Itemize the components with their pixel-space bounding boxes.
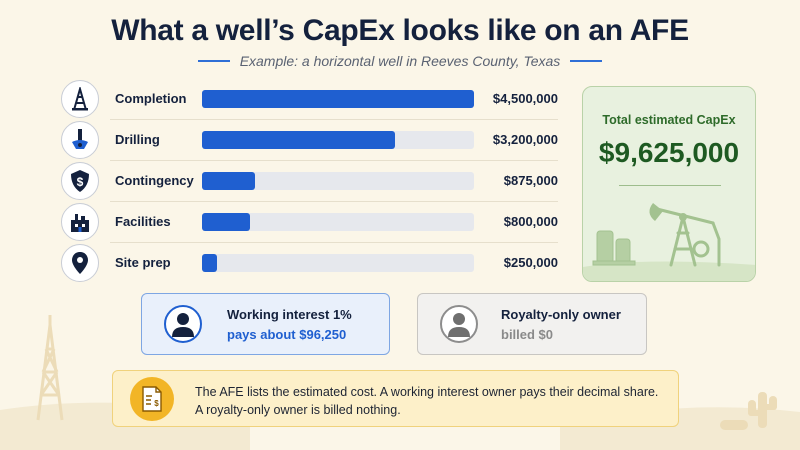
svg-text:$: $ bbox=[154, 399, 159, 408]
pumpjack-icon bbox=[583, 203, 755, 281]
bar-category-label: Facilities bbox=[115, 214, 171, 229]
bar-value-label: $3,200,000 bbox=[492, 132, 558, 147]
row-divider bbox=[110, 160, 558, 161]
bar-fill bbox=[202, 172, 255, 190]
bar-category-label: Site prep bbox=[115, 255, 171, 270]
bar-track bbox=[202, 213, 474, 231]
royalty-owner-person-icon bbox=[440, 305, 478, 343]
map-pin-icon bbox=[61, 244, 99, 282]
working-interest-amount: pays about $96,250 bbox=[227, 327, 347, 342]
bar-category-label: Drilling bbox=[115, 132, 160, 147]
bar-value-label: $875,000 bbox=[503, 173, 558, 188]
row-divider bbox=[110, 242, 558, 243]
bar-category-label: Completion bbox=[115, 91, 187, 106]
row-divider bbox=[110, 201, 558, 202]
afe-note-line-2: A royalty-only owner is billed nothing. bbox=[195, 403, 401, 417]
bar-value-label: $4,500,000 bbox=[492, 91, 558, 106]
bar-value-label: $800,000 bbox=[503, 214, 558, 229]
afe-note-line-1: The AFE lists the estimated cost. A work… bbox=[195, 385, 659, 399]
bar-value-label: $250,000 bbox=[503, 255, 558, 270]
royalty-owner-amount: billed $0 bbox=[501, 327, 554, 342]
subtitle-rule-right bbox=[570, 60, 603, 62]
bar-fill bbox=[202, 254, 218, 272]
page-subtitle: Example: a horizontal well in Reeves Cou… bbox=[239, 53, 561, 69]
facility-building-icon bbox=[61, 203, 99, 241]
row-divider bbox=[110, 119, 558, 120]
working-interest-card: Working interest 1% pays about $96,250 bbox=[141, 293, 390, 355]
subtitle-rule-left bbox=[197, 60, 230, 62]
afe-note-box: $ The AFE lists the estimated cost. A wo… bbox=[112, 370, 679, 427]
working-interest-person-icon bbox=[164, 305, 202, 343]
bar-category-label: Contingency bbox=[115, 173, 194, 188]
bar-fill bbox=[202, 90, 474, 108]
royalty-owner-card: Royalty-only owner billed $0 bbox=[417, 293, 647, 355]
total-capex-card: Total estimated CapEx $9,625,000 bbox=[582, 86, 756, 282]
bar-fill bbox=[202, 131, 396, 149]
royalty-owner-title: Royalty-only owner bbox=[501, 307, 621, 322]
bar-track bbox=[202, 131, 474, 149]
total-capex-label: Total estimated CapEx bbox=[602, 113, 736, 127]
total-capex-value: $9,625,000 bbox=[598, 137, 740, 168]
svg-text:$: $ bbox=[77, 175, 84, 189]
page-title: What a well’s CapEx looks like on an AFE bbox=[111, 14, 689, 47]
background-cactus-icon bbox=[720, 392, 777, 430]
afe-note-text: The AFE lists the estimated cost. A work… bbox=[195, 383, 665, 419]
bar-fill bbox=[202, 213, 251, 231]
bar-track bbox=[202, 172, 474, 190]
dollar-shield-icon: $ bbox=[61, 162, 99, 200]
total-divider bbox=[619, 185, 721, 186]
background-derrick-icon bbox=[36, 315, 64, 421]
bar-track bbox=[202, 254, 474, 272]
drill-bit-icon bbox=[61, 121, 99, 159]
working-interest-title: Working interest 1% bbox=[227, 307, 352, 322]
subtitle-row: Example: a horizontal well in Reeves Cou… bbox=[0, 52, 800, 70]
invoice-dollar-icon: $ bbox=[130, 377, 174, 421]
drilling-rig-icon bbox=[61, 80, 99, 118]
bar-track bbox=[202, 90, 474, 108]
